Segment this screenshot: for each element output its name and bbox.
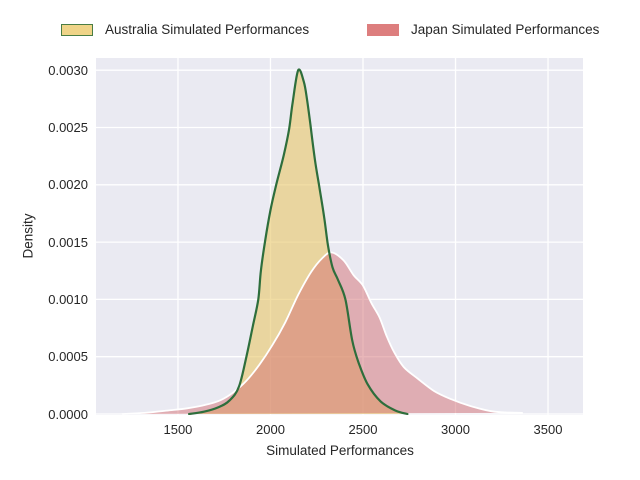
y-tick-label: 0.0030 — [48, 62, 88, 78]
x-tick-label: 3000 — [441, 422, 470, 437]
japan-kde-fill — [122, 252, 523, 414]
y-tick-label: 0.0010 — [48, 291, 88, 307]
japan-kde-line — [121, 251, 523, 415]
legend-item-japan: Japan Simulated Performances — [367, 22, 599, 38]
x-tick-label: 1500 — [163, 422, 193, 437]
x-tick-label: 2000 — [256, 422, 285, 437]
y-tick-label: 0.0020 — [48, 177, 88, 193]
legend-label-japan: Japan Simulated Performances — [411, 22, 600, 37]
legend-swatch-japan — [367, 24, 399, 36]
kde-chart — [96, 58, 583, 415]
y-tick-label: 0.0005 — [48, 349, 88, 365]
legend-label-australia: Australia Simulated Performances — [105, 22, 310, 37]
y-axis-label: Density — [20, 213, 36, 259]
y-tick-label: 0.0025 — [48, 120, 88, 135]
australia-kde-fill — [189, 69, 408, 414]
x-axis-label: Simulated Performances — [266, 443, 414, 458]
y-tick-label: 0.0015 — [48, 234, 88, 250]
x-tick-label: 3500 — [533, 422, 563, 437]
x-tick-label: 2500 — [348, 422, 378, 437]
legend-item-australia: Australia Simulated Performances — [61, 22, 309, 38]
y-tick-label: 0.0000 — [48, 406, 88, 422]
legend: Australia Simulated Performances Japan S… — [0, 0, 640, 46]
australia-kde-line — [188, 68, 409, 415]
legend-swatch-australia — [61, 24, 93, 36]
plot-area — [96, 58, 583, 415]
